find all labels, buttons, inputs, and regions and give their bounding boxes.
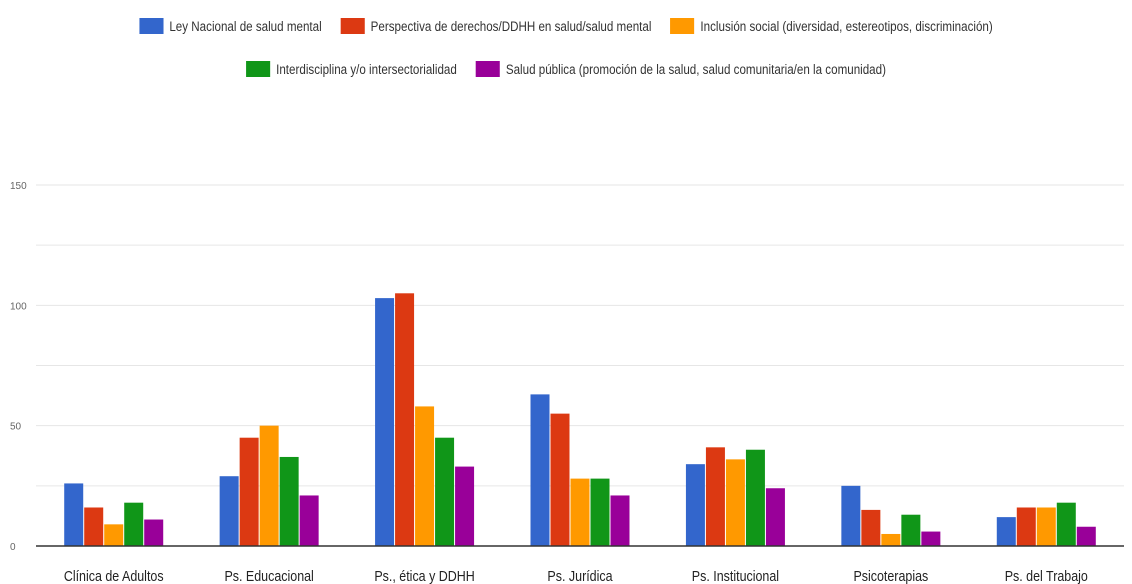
bar <box>881 533 901 546</box>
legend-item[interactable]: Perspectiva de derechos/DDHH en salud/sa… <box>340 18 652 34</box>
legend-swatch <box>475 61 500 77</box>
x-tick-label: Clínica de Adultos <box>64 568 164 584</box>
bar <box>705 447 725 546</box>
legend-item[interactable]: Inclusión social (diversidad, estereotip… <box>670 18 993 34</box>
bar <box>395 293 415 546</box>
legend-row-2: Interdisciplina y/o intersectorialidad Sa… <box>79 61 1053 77</box>
y-tick-label: 0 <box>10 542 16 553</box>
legend-item[interactable]: Salud pública (promoción de la salud, sa… <box>475 61 886 77</box>
bar <box>104 524 124 546</box>
bar <box>239 437 259 546</box>
legend-swatch <box>139 18 164 34</box>
bar <box>570 478 590 546</box>
legend-swatch <box>340 18 365 34</box>
legend-label: Salud pública (promoción de la salud, sa… <box>505 61 886 77</box>
x-tick-label: Ps. Educacional <box>224 568 313 584</box>
legend-swatch <box>670 18 695 34</box>
x-tick-label: Ps. Jurídica <box>547 568 613 584</box>
legend-swatch <box>246 61 271 77</box>
bar <box>1036 507 1056 546</box>
bar <box>841 485 861 546</box>
legend-label: Ley Nacional de salud mental <box>169 18 322 34</box>
bar <box>299 495 319 546</box>
bar <box>725 459 745 546</box>
bar <box>921 531 941 546</box>
bar <box>279 456 299 546</box>
y-tick-label: 100 <box>10 301 27 312</box>
y-tick-label: 150 <box>10 181 27 192</box>
bar <box>1016 507 1036 546</box>
bar <box>259 425 279 546</box>
x-tick-label: Psicoterapias <box>853 568 928 584</box>
bar <box>550 413 570 546</box>
x-tick-label: Ps. del Trabajo <box>1005 568 1088 584</box>
bar <box>530 394 550 546</box>
bar <box>1056 502 1076 546</box>
bar <box>901 514 921 546</box>
bar <box>84 507 104 546</box>
bar <box>455 466 475 546</box>
y-tick-label: 50 <box>10 422 22 433</box>
x-tick-label: Ps., ética y DDHH <box>374 568 474 584</box>
legend-label: Perspectiva de derechos/DDHH en salud/sa… <box>370 18 652 34</box>
legend-row-1: Ley Nacional de salud mental Perspectiva … <box>79 18 1053 34</box>
legend-item[interactable]: Ley Nacional de salud mental <box>139 18 322 34</box>
bar <box>745 449 765 546</box>
bar <box>996 517 1016 546</box>
bar <box>685 464 705 546</box>
bar <box>144 519 164 546</box>
bar <box>435 437 455 546</box>
bar <box>590 478 610 546</box>
bar <box>610 495 630 546</box>
bar <box>64 483 84 546</box>
legend-label: Inclusión social (diversidad, estereotip… <box>700 18 993 34</box>
bar <box>415 406 435 546</box>
bar <box>1076 526 1096 546</box>
bar <box>219 476 239 546</box>
bar <box>375 298 395 546</box>
bar <box>861 509 881 546</box>
x-tick-label: Ps. Institucional <box>692 568 779 584</box>
legend-item[interactable]: Interdisciplina y/o intersectorialidad <box>246 61 457 77</box>
bar <box>124 502 144 546</box>
legend-label: Interdisciplina y/o intersectorialidad <box>276 61 457 77</box>
bar <box>765 488 785 546</box>
